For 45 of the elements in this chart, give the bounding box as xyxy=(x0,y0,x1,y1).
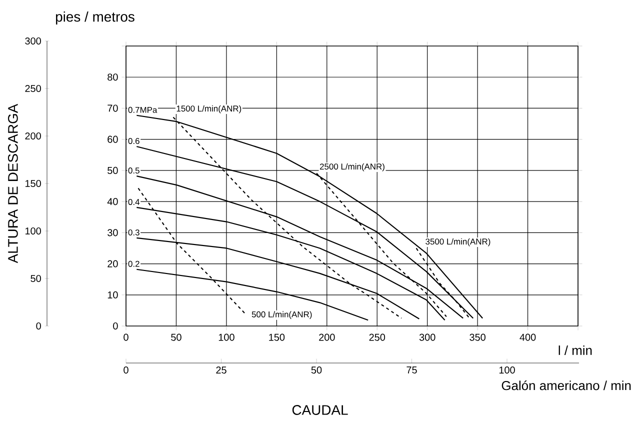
y-tick-label: 50 xyxy=(30,274,41,282)
y2-tick-label: 40 xyxy=(107,198,118,206)
y2-tick-label: 60 xyxy=(108,136,118,143)
series-label: 0.2 xyxy=(128,260,140,267)
series-label: 0.3 xyxy=(128,229,140,236)
series-label: 500 L/min(ANR) xyxy=(252,311,312,320)
y2-tick-label: 20 xyxy=(108,260,118,268)
series-label: 2500 L/min(ANR) xyxy=(320,163,384,172)
series-label: 0.5 xyxy=(128,168,140,174)
x-tick-label: 0 xyxy=(124,334,128,341)
series-label: 1500 L/min(ANR) xyxy=(176,105,242,114)
x2-tick-label: 25 xyxy=(216,366,226,374)
x-tick-label: 300 xyxy=(419,334,436,341)
series-label: 0.4 xyxy=(128,198,140,205)
x-tick-label: 350 xyxy=(470,334,486,341)
x-tick-label: 250 xyxy=(369,334,386,341)
x-tick-label: 200 xyxy=(319,334,335,341)
y-axis-title: ALTURA DE DESCARGA xyxy=(8,104,18,264)
y2-tick-label: 80 xyxy=(108,74,118,81)
series-label: 0.7MPa xyxy=(128,106,158,113)
x2-tick-label: 100 xyxy=(499,366,515,374)
y-tick-label: 200 xyxy=(25,132,41,140)
y2-tick-label: 0 xyxy=(113,322,118,330)
text: CAUDAL xyxy=(292,405,348,415)
x-tick-label: 50 xyxy=(171,334,182,341)
y2-tick-label: 10 xyxy=(108,291,118,298)
x-tick-label: 100 xyxy=(218,334,234,341)
y2-tick-label: 70 xyxy=(108,104,118,112)
y-tick-label: 300 xyxy=(25,37,41,45)
y-tick-label: 100 xyxy=(25,227,41,235)
y2-tick-label: 30 xyxy=(108,229,118,236)
y-tick-label: 0 xyxy=(36,322,41,330)
x2-tick-label: 75 xyxy=(406,366,417,374)
series-label: 3500 L/min(ANR) xyxy=(426,238,490,246)
x2-axis-title: Galón americano / min xyxy=(502,380,631,390)
x-tick-label: 150 xyxy=(269,334,285,341)
x-tick-label: 400 xyxy=(520,334,536,341)
x-axis-title: l / min xyxy=(558,346,592,356)
x2-tick-label: 0 xyxy=(124,366,128,374)
y2-tick-label: 50 xyxy=(108,166,118,174)
y-tick-label: 250 xyxy=(25,84,41,92)
x2-tick-label: 50 xyxy=(311,366,322,374)
y-tick-label: 150 xyxy=(25,180,41,188)
text: pies / metros xyxy=(56,11,134,24)
series-label: 0.6 xyxy=(128,138,140,144)
